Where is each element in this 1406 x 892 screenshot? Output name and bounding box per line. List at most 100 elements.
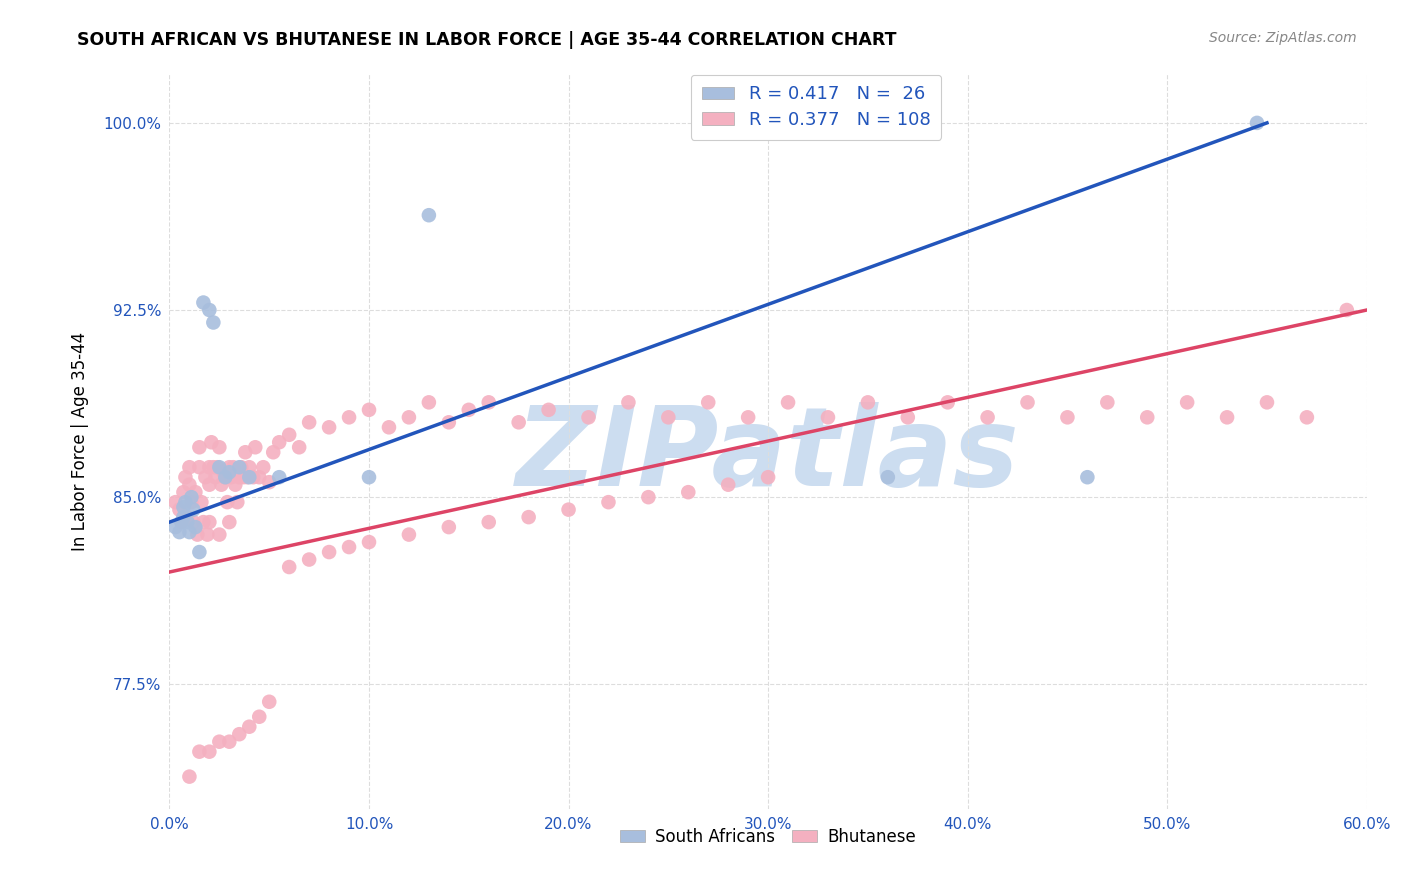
Point xyxy=(398,527,420,541)
Text: SOUTH AFRICAN VS BHUTANESE IN LABOR FORCE | AGE 35-44 CORRELATION CHART: SOUTH AFRICAN VS BHUTANESE IN LABOR FORC… xyxy=(77,31,897,49)
Point xyxy=(180,495,202,509)
Point xyxy=(269,470,291,484)
Point xyxy=(1216,410,1239,425)
Point xyxy=(198,745,221,759)
Point xyxy=(218,515,240,529)
Point xyxy=(170,515,193,529)
Point xyxy=(238,470,260,484)
Point xyxy=(242,470,264,484)
Point xyxy=(221,470,243,484)
Point xyxy=(337,540,360,554)
Point xyxy=(208,440,231,454)
Point xyxy=(637,490,659,504)
Point xyxy=(188,745,211,759)
Point xyxy=(318,545,340,559)
Point xyxy=(508,415,530,429)
Point xyxy=(897,410,920,425)
Point xyxy=(288,440,311,454)
Point xyxy=(208,460,231,475)
Point xyxy=(876,470,898,484)
Point xyxy=(737,410,759,425)
Point xyxy=(165,520,187,534)
Point xyxy=(214,470,236,484)
Point xyxy=(228,460,250,475)
Point xyxy=(578,410,600,425)
Point xyxy=(278,427,301,442)
Point xyxy=(228,727,250,741)
Y-axis label: In Labor Force | Age 35-44: In Labor Force | Age 35-44 xyxy=(72,332,89,550)
Point xyxy=(207,460,229,475)
Point xyxy=(232,470,254,484)
Point xyxy=(598,495,620,509)
Point xyxy=(1256,395,1278,409)
Point xyxy=(678,485,700,500)
Point xyxy=(457,402,479,417)
Point xyxy=(198,303,221,318)
Point xyxy=(170,515,193,529)
Point xyxy=(756,470,779,484)
Point xyxy=(776,395,799,409)
Point xyxy=(557,502,579,516)
Point xyxy=(1017,395,1039,409)
Point xyxy=(298,552,321,566)
Point xyxy=(190,495,212,509)
Point xyxy=(247,710,270,724)
Point xyxy=(188,440,211,454)
Point xyxy=(257,695,280,709)
Point xyxy=(1175,395,1198,409)
Point xyxy=(169,502,191,516)
Point xyxy=(218,460,240,475)
Point xyxy=(217,495,239,509)
Point xyxy=(517,510,540,524)
Point xyxy=(537,402,560,417)
Point xyxy=(245,440,267,454)
Point xyxy=(437,415,460,429)
Point xyxy=(198,460,221,475)
Point xyxy=(617,395,640,409)
Point xyxy=(1076,470,1098,484)
Point xyxy=(697,395,720,409)
Point xyxy=(378,420,401,434)
Point xyxy=(179,477,201,491)
Point xyxy=(238,720,260,734)
Point xyxy=(657,410,679,425)
Point xyxy=(1246,116,1268,130)
Point xyxy=(202,460,225,475)
Point xyxy=(184,520,207,534)
Point xyxy=(1136,410,1159,425)
Point xyxy=(224,477,246,491)
Point xyxy=(202,316,225,330)
Point xyxy=(179,770,201,784)
Point xyxy=(262,445,284,459)
Point xyxy=(218,734,240,748)
Text: ZIPatlas: ZIPatlas xyxy=(516,402,1019,509)
Point xyxy=(222,460,245,475)
Point xyxy=(195,527,218,541)
Point xyxy=(398,410,420,425)
Point xyxy=(1336,303,1358,318)
Point xyxy=(179,460,201,475)
Text: Source: ZipAtlas.com: Source: ZipAtlas.com xyxy=(1209,31,1357,45)
Point xyxy=(1056,410,1078,425)
Point xyxy=(183,515,205,529)
Point xyxy=(437,520,460,534)
Point xyxy=(418,395,440,409)
Point xyxy=(478,515,501,529)
Point xyxy=(165,495,187,509)
Point xyxy=(184,485,207,500)
Point xyxy=(198,477,221,491)
Point xyxy=(198,515,221,529)
Point xyxy=(231,460,253,475)
Point xyxy=(172,500,194,515)
Point xyxy=(214,470,236,484)
Point xyxy=(278,560,301,574)
Point xyxy=(194,470,217,484)
Point xyxy=(193,295,215,310)
Point xyxy=(357,470,380,484)
Point xyxy=(200,435,222,450)
Point xyxy=(252,460,274,475)
Point xyxy=(247,470,270,484)
Point xyxy=(176,510,198,524)
Point xyxy=(208,527,231,541)
Point xyxy=(188,545,211,559)
